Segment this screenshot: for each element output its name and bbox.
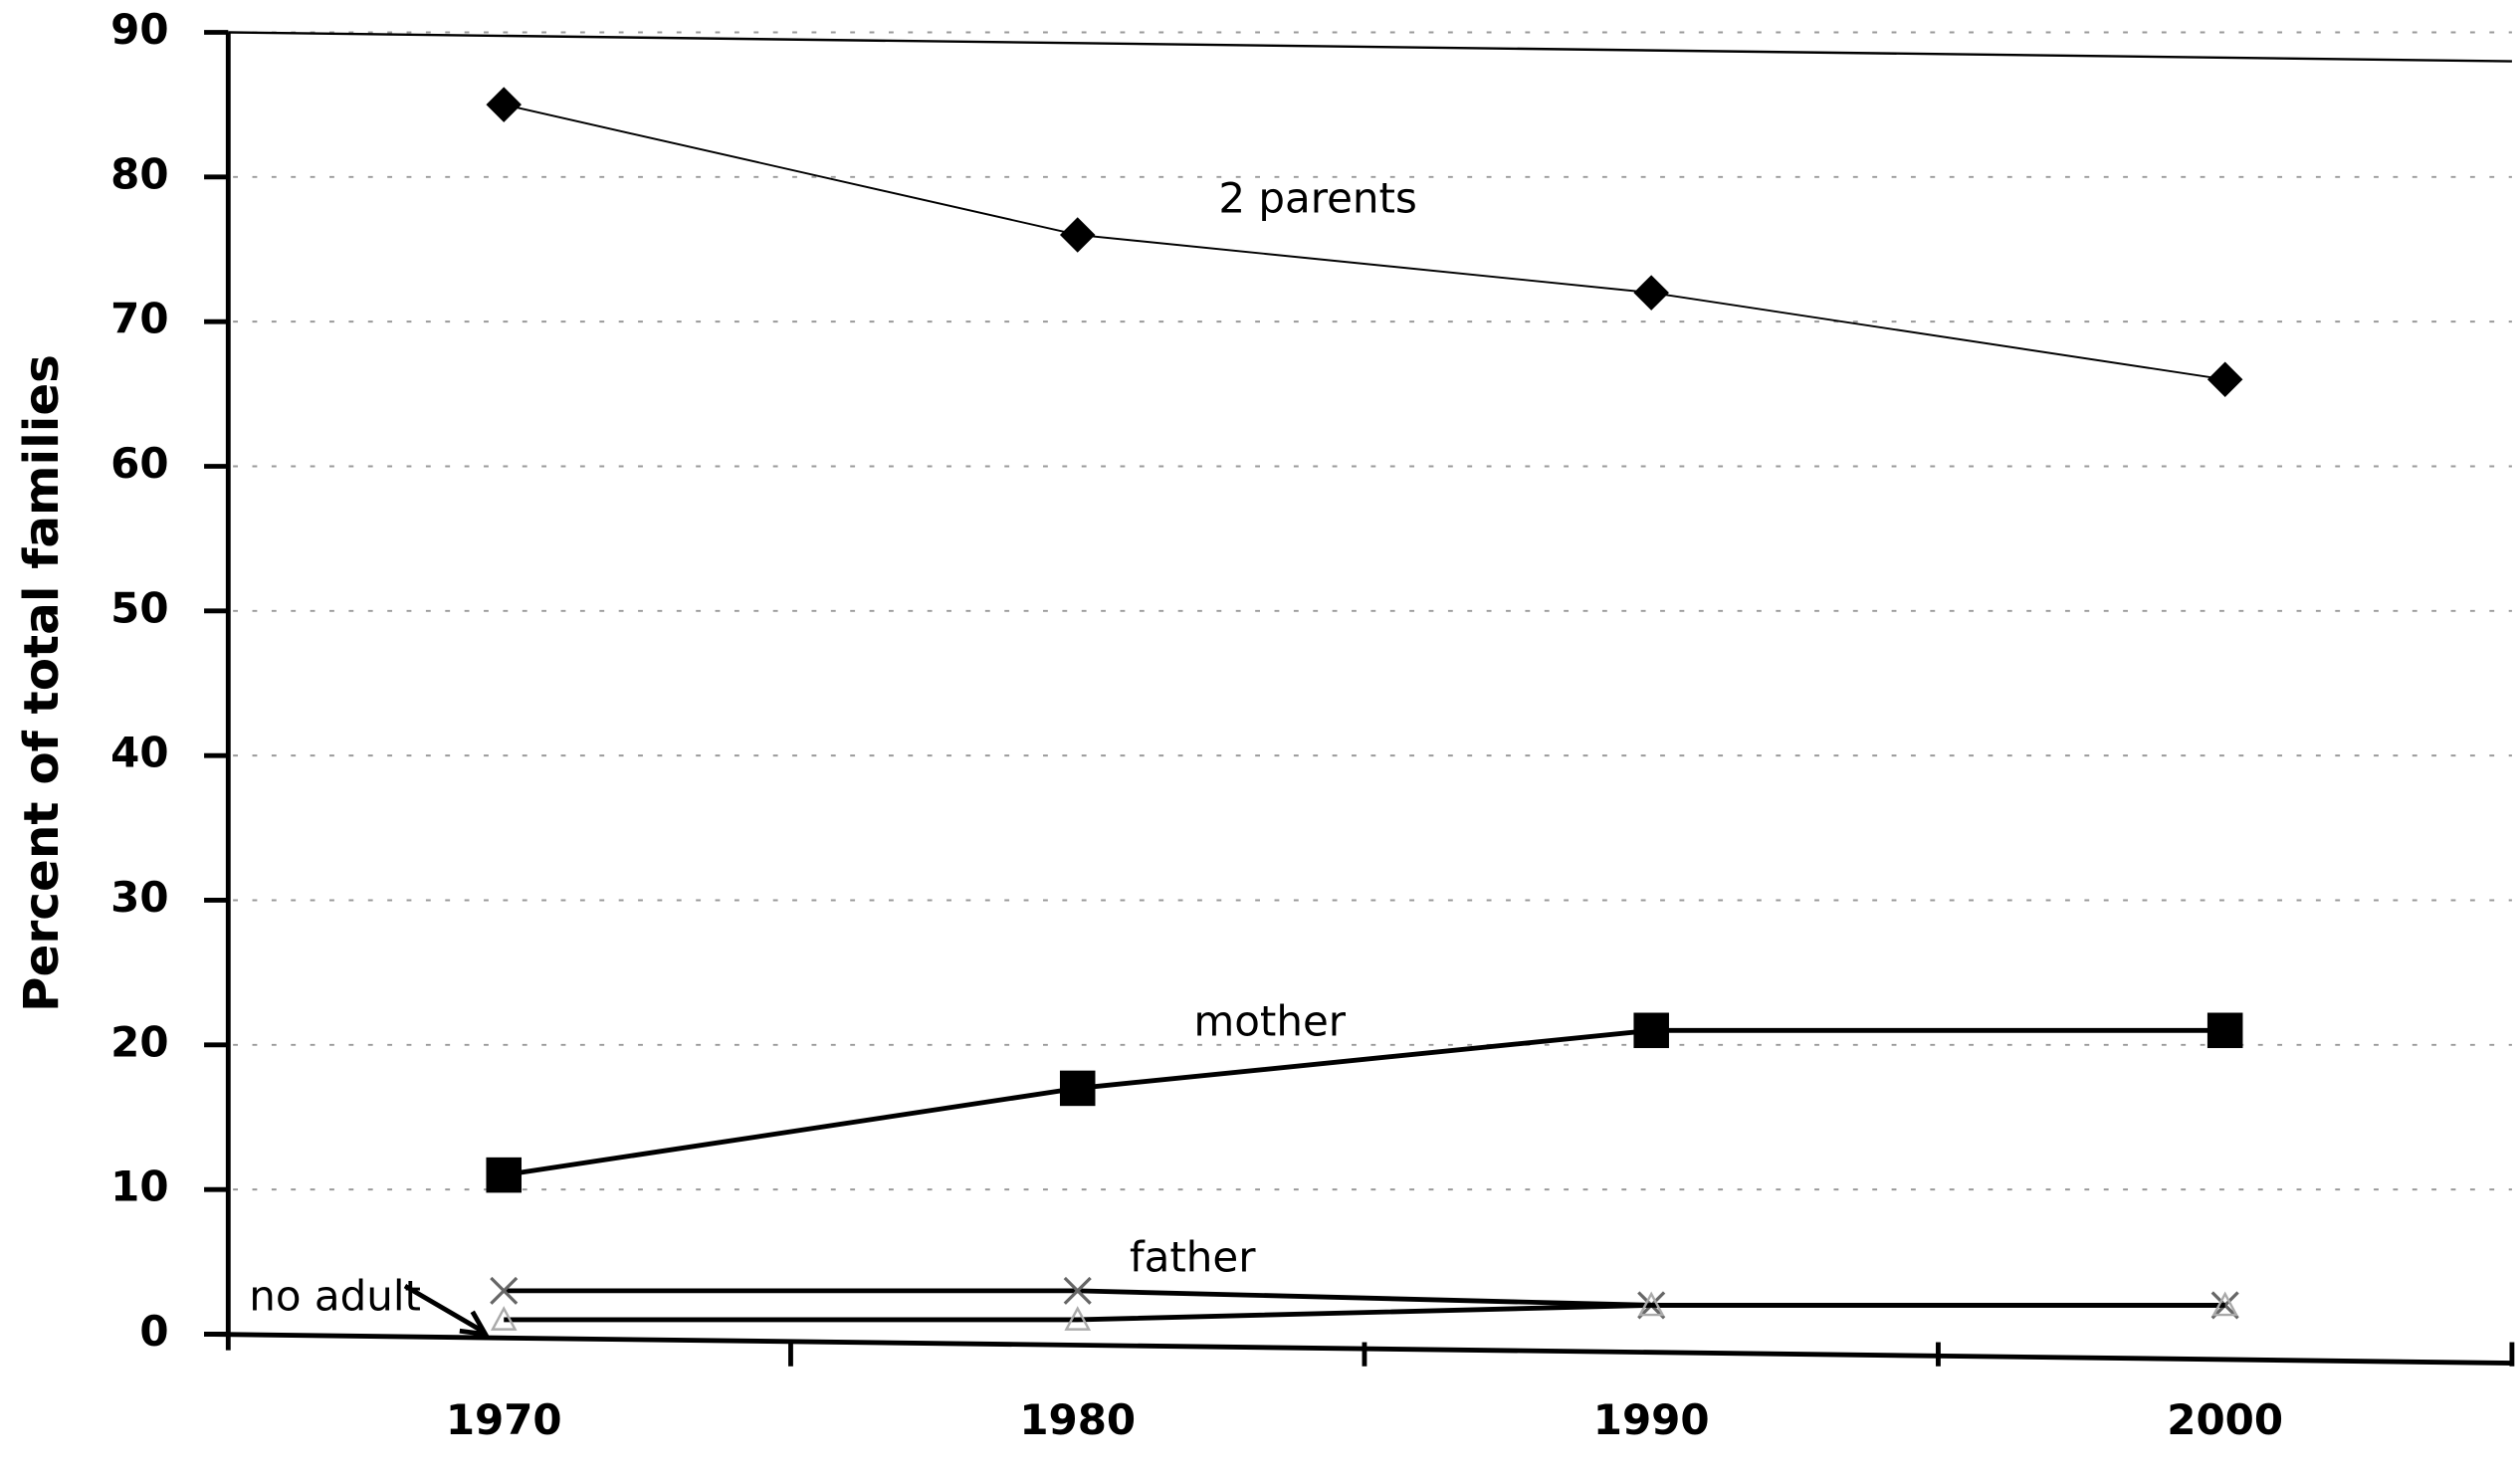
point — [1064, 1306, 1092, 1331]
x-tick-label: 1970 — [446, 1395, 562, 1444]
y-tick-label: 40 — [110, 729, 168, 777]
point — [2206, 361, 2243, 398]
series-line — [504, 104, 2225, 381]
point — [1059, 217, 1096, 253]
y-tick-label: 20 — [110, 1017, 168, 1066]
point — [490, 1276, 519, 1305]
y-tick-label: 0 — [139, 1307, 168, 1356]
series-line — [504, 1302, 2225, 1323]
point — [1059, 1070, 1096, 1107]
annotation-arrow — [403, 1283, 491, 1338]
series-label: mother — [1193, 996, 1346, 1045]
x-tick-label: 1980 — [1019, 1395, 1136, 1444]
series-line — [503, 1027, 2225, 1178]
point — [2211, 1291, 2239, 1317]
x-axis — [204, 1332, 2512, 1366]
point — [486, 1157, 523, 1193]
y-tick-label: 70 — [110, 295, 168, 343]
point — [1063, 1276, 1092, 1305]
point — [486, 87, 523, 122]
y-tick-label: 90 — [110, 5, 168, 54]
point — [1633, 275, 1669, 311]
x-tick-label: 2000 — [2167, 1395, 2283, 1444]
y-tick-label: 80 — [110, 149, 168, 198]
y-tick-label: 60 — [110, 439, 168, 488]
series-label: no adult — [249, 1271, 421, 1320]
y-tick-label: 30 — [110, 873, 168, 922]
point — [1633, 1012, 1669, 1049]
series-label: father — [1130, 1233, 1256, 1282]
point — [1637, 1291, 1665, 1317]
series-label: 2 parents — [1218, 174, 1416, 223]
point — [490, 1306, 518, 1331]
y-axis-label: Percent of total families — [14, 354, 70, 1012]
y-tick-label: 50 — [110, 583, 168, 632]
x-tick-label: 1990 — [1593, 1395, 1710, 1444]
y-tick-label: 10 — [110, 1162, 168, 1211]
top-border — [228, 31, 2512, 63]
point — [2206, 1012, 2243, 1049]
